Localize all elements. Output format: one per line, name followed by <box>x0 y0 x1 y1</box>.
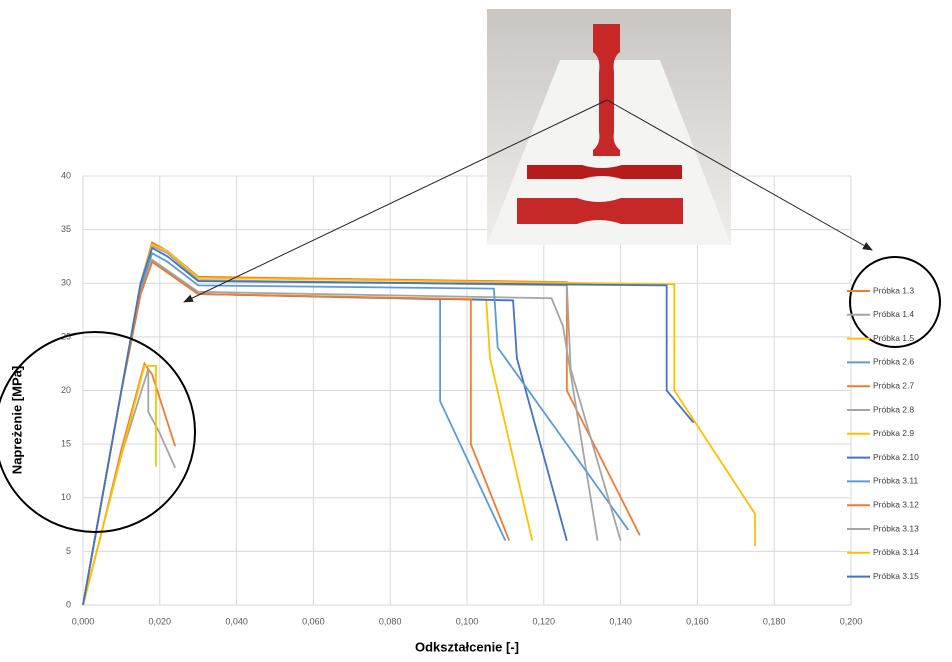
x-tick-label: 0,200 <box>840 616 863 626</box>
y-tick-label: 35 <box>61 224 71 234</box>
legend-label: Próbka 2.7 <box>873 380 914 390</box>
series-line <box>82 364 157 606</box>
plot <box>82 241 756 606</box>
legend-label: Próbka 1.5 <box>873 333 914 343</box>
series-line <box>82 251 630 606</box>
x-tick-label: 0,100 <box>456 616 479 626</box>
legend-label: Próbka 3.14 <box>873 547 919 557</box>
legend-label: Próbka 3.13 <box>873 523 919 533</box>
series-line <box>82 260 511 606</box>
arrow <box>606 99 873 251</box>
legend-label: Próbka 2.9 <box>873 428 914 438</box>
x-tick-label: 0,080 <box>379 616 402 626</box>
x-tick-label: 0,040 <box>225 616 248 626</box>
photo <box>487 9 731 245</box>
y-tick-label: 30 <box>61 278 71 288</box>
legend-label: Próbka 1.4 <box>873 309 914 319</box>
x-tick-label: 0,140 <box>609 616 632 626</box>
x-tick-label: 0,060 <box>302 616 325 626</box>
legend-label: Próbka 1.3 <box>873 285 914 295</box>
highlight-circle <box>849 256 941 348</box>
y-tick-label: 5 <box>66 546 71 556</box>
y-axis-title: Napreżenie [MPa] <box>9 366 24 474</box>
y-tick-label: 15 <box>61 439 71 449</box>
y-tick-label: 10 <box>61 492 71 502</box>
x-tick-label: 0,120 <box>533 616 556 626</box>
legend-label: Próbka 2.10 <box>873 452 919 462</box>
series-line <box>82 260 507 606</box>
y-tick-label: 0 <box>66 599 71 609</box>
x-tick-label: 0,160 <box>686 616 709 626</box>
legend-label: Próbka 3.15 <box>873 571 919 581</box>
legend-label: Próbka 2.8 <box>873 404 914 414</box>
series-line <box>82 260 534 606</box>
legend-label: Próbka 3.12 <box>873 499 919 509</box>
series-line <box>82 246 695 606</box>
y-tick-label: 40 <box>61 170 71 180</box>
legend-label: Próbka 3.11 <box>873 476 918 486</box>
arrow <box>183 99 608 303</box>
x-axis-title: Odkształcenie [-] <box>415 639 519 654</box>
x-tick-label: 0,180 <box>763 616 786 626</box>
legend: Próbka 1.3 Próbka 1.4 Próbka 1.5 Próbka 2.6… <box>847 285 919 581</box>
highlight-circle <box>0 331 196 533</box>
legend-label: Próbka 2.6 <box>873 357 914 367</box>
y-tick-label: 20 <box>61 385 71 395</box>
x-tick-label: 0,000 <box>72 616 95 626</box>
series-line <box>82 361 177 606</box>
x-tick-label: 0,020 <box>149 616 172 626</box>
